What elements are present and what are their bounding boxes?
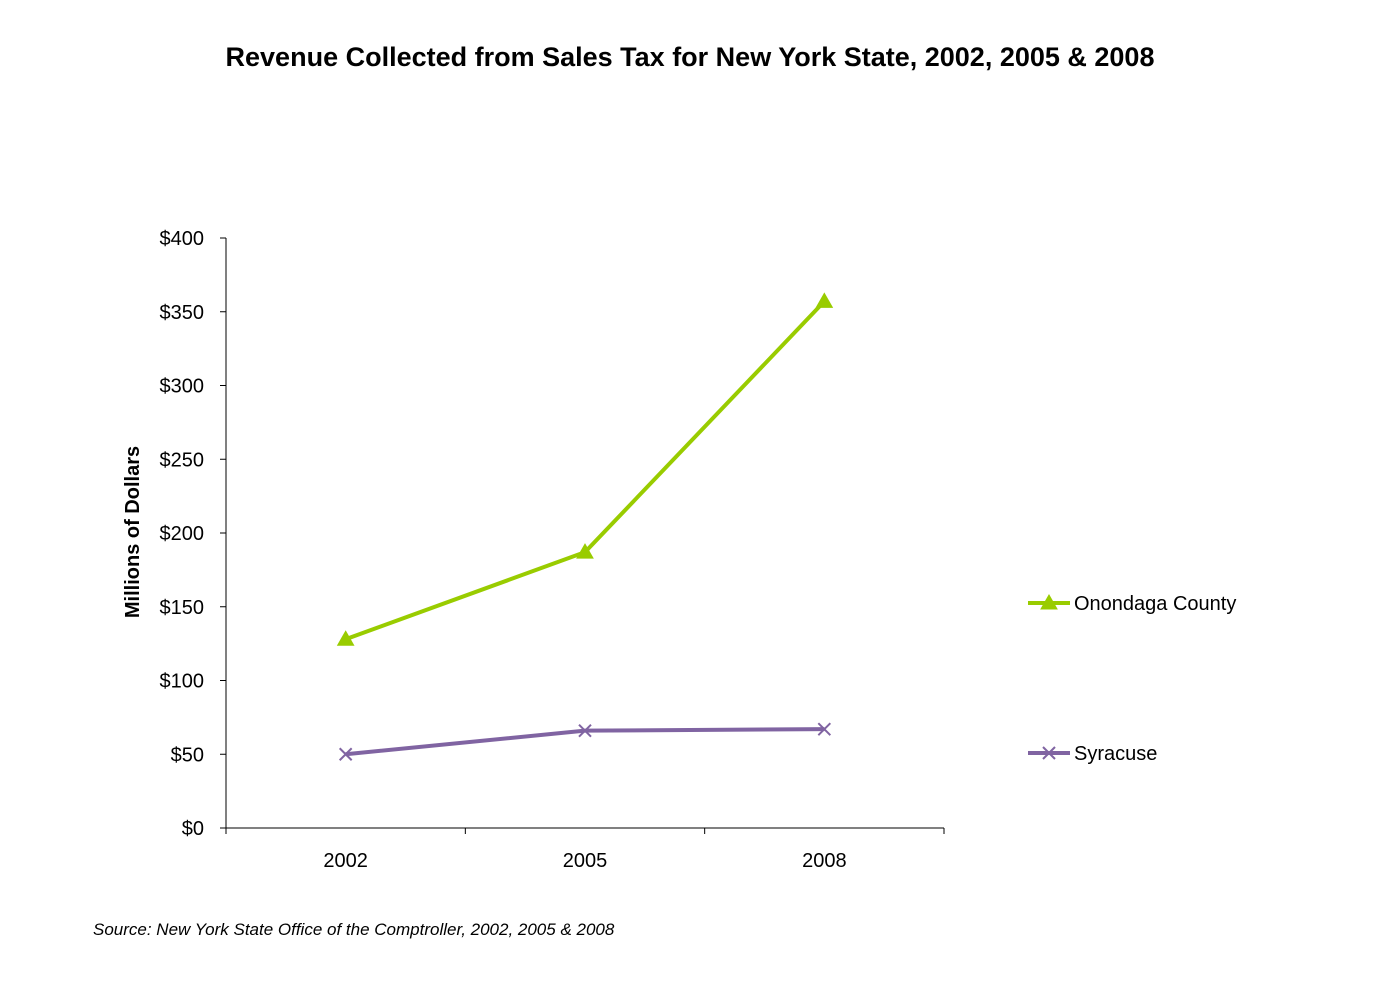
- data-point-syracuse: [578, 723, 592, 738]
- y-tick-label: $250: [160, 449, 205, 471]
- y-tick-label: $100: [160, 671, 205, 693]
- chart-title: Revenue Collected from Sales Tax for New…: [226, 42, 1155, 72]
- legend-label: Onondaga County: [1074, 593, 1236, 615]
- series-onondaga-county: [336, 292, 834, 646]
- legend-marker: [1042, 746, 1056, 760]
- y-axis-label: Millions of Dollars: [122, 446, 144, 618]
- series-line-syracuse: [345, 727, 825, 757]
- y-tick-label: $200: [160, 523, 205, 545]
- series-line-onondaga-county: [344, 300, 826, 642]
- x-tick-label: 2008: [802, 850, 847, 872]
- source-note: Source: New York State Office of the Com…: [93, 920, 615, 939]
- series-syracuse: [338, 722, 832, 761]
- data-point-onondaga-county: [815, 292, 834, 308]
- y-tick-label: $150: [160, 597, 205, 619]
- x-tick-label: 2005: [563, 850, 608, 872]
- data-point-syracuse: [817, 722, 832, 736]
- series-layer: [336, 292, 834, 761]
- y-tick-label: $350: [160, 302, 205, 324]
- legend-marker: [1040, 593, 1058, 610]
- data-point-onondaga-county: [576, 543, 594, 559]
- y-tick-label: $300: [160, 376, 205, 398]
- data-point-onondaga-county: [336, 630, 355, 646]
- legend-item-onondaga-county: Onondaga County: [1028, 593, 1236, 615]
- x-tick-label: 2002: [323, 850, 368, 872]
- y-axis: $0 $50 $100 $150 $200 $250 $300 $350 $400: [160, 228, 227, 840]
- legend-label: Syracuse: [1074, 743, 1157, 765]
- data-point-syracuse: [338, 747, 353, 761]
- y-tick-label: $0: [182, 818, 204, 840]
- y-tick-label: $50: [171, 744, 204, 766]
- x-axis: 2002 2005 2008: [225, 827, 945, 872]
- legend-item-syracuse: Syracuse: [1028, 743, 1157, 765]
- legend: Onondaga County Syracuse: [1028, 593, 1236, 765]
- y-tick-label: $400: [160, 228, 205, 250]
